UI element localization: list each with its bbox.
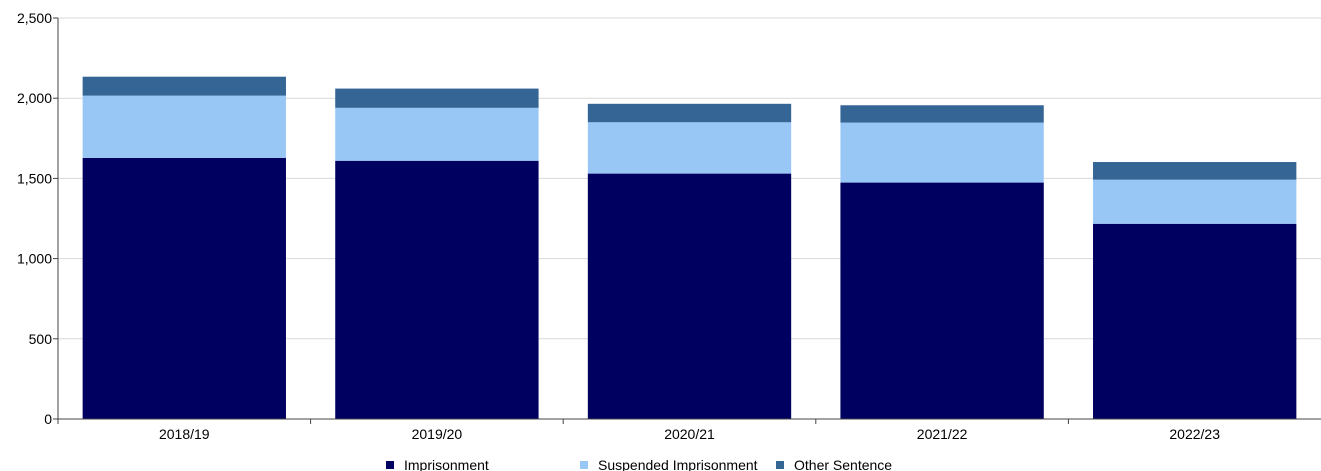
- bar-segment-other-sentence: [82, 76, 286, 96]
- bar-segment-other-sentence: [840, 105, 1044, 123]
- bar-segment-suspended-imprisonment: [1093, 179, 1297, 224]
- bar-segment-imprisonment: [587, 173, 792, 419]
- bar-segment-imprisonment: [1093, 223, 1297, 419]
- bar-segment-suspended-imprisonment: [587, 122, 792, 174]
- bar-segment-suspended-imprisonment: [335, 107, 539, 161]
- legend-label: Other Sentence: [794, 457, 892, 471]
- x-tick-label: 2021/22: [917, 426, 968, 442]
- legend-swatch: [580, 461, 588, 469]
- bars: [82, 76, 1297, 420]
- legend-swatch: [386, 461, 394, 469]
- axes: [57, 18, 1321, 420]
- bar-segment-other-sentence: [1093, 162, 1297, 180]
- bar-segment-suspended-imprisonment: [840, 122, 1044, 183]
- legend-label: Suspended Imprisonment: [598, 457, 758, 471]
- bar-segment-suspended-imprisonment: [82, 95, 286, 158]
- legend-label: Imprisonment: [404, 457, 489, 471]
- x-tick-labels: 2018/19 2019/20 2020/21 2021/22 2022/23: [57, 419, 1220, 442]
- x-tick-label: 2019/20: [412, 426, 463, 442]
- y-tick-labels: 0 500 1,000 1,500 2,000 2,500: [17, 10, 52, 427]
- y-tick-label: 0: [44, 411, 52, 427]
- x-tick-label: 2020/21: [664, 426, 715, 442]
- y-tick-label: 2,000: [17, 90, 52, 106]
- bar-segment-other-sentence: [587, 103, 792, 123]
- y-tick-label: 500: [29, 331, 53, 347]
- bar-segment-other-sentence: [335, 88, 539, 108]
- bar-segment-imprisonment: [335, 160, 539, 420]
- legend: Imprisonment Suspended Imprisonment Other …: [386, 457, 892, 471]
- y-tick-label: 1,000: [17, 251, 52, 267]
- x-tick-label: 2018/19: [159, 426, 210, 442]
- legend-swatch: [776, 461, 784, 469]
- bar-segment-imprisonment: [82, 157, 286, 419]
- x-tick-label: 2022/23: [1169, 426, 1220, 442]
- y-tick-label: 1,500: [17, 170, 52, 186]
- bar-segment-imprisonment: [840, 182, 1044, 419]
- y-tick-label: 2,500: [17, 10, 52, 26]
